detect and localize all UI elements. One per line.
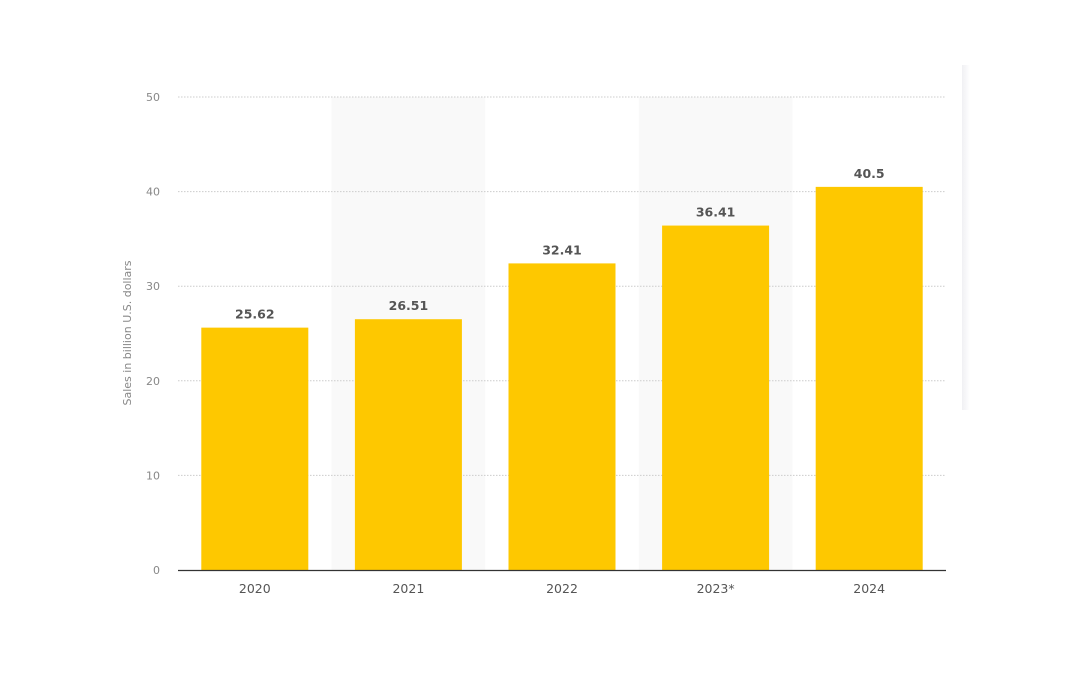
- y-tick-label: 50: [146, 91, 160, 104]
- data-label: 32.41: [542, 242, 582, 257]
- data-label: 25.62: [235, 307, 275, 322]
- bar-2022: [508, 263, 616, 570]
- y-tick-label: 20: [146, 375, 160, 388]
- x-tick-label: 2021: [392, 581, 424, 596]
- bar-2023*: [662, 225, 770, 570]
- bar-2020: [201, 327, 309, 570]
- y-tick-label: 30: [146, 280, 160, 293]
- bar-2021: [354, 319, 462, 570]
- x-tick-label: 2022: [546, 581, 578, 596]
- data-label: 26.51: [389, 298, 429, 313]
- y-axis-label: Sales in billion U.S. dollars: [121, 260, 134, 405]
- x-tick-label: 2020: [239, 581, 271, 596]
- y-tick-label: 0: [153, 564, 160, 577]
- x-tick-label: 2024: [853, 581, 885, 596]
- x-tick-label: 2023*: [697, 581, 735, 596]
- y-tick-label: 40: [146, 186, 160, 199]
- data-label: 40.5: [854, 166, 885, 181]
- panel-edge-shadow: [962, 65, 970, 410]
- bar-2024: [815, 186, 923, 570]
- y-tick-label: 10: [146, 469, 160, 482]
- data-label: 36.41: [696, 205, 736, 220]
